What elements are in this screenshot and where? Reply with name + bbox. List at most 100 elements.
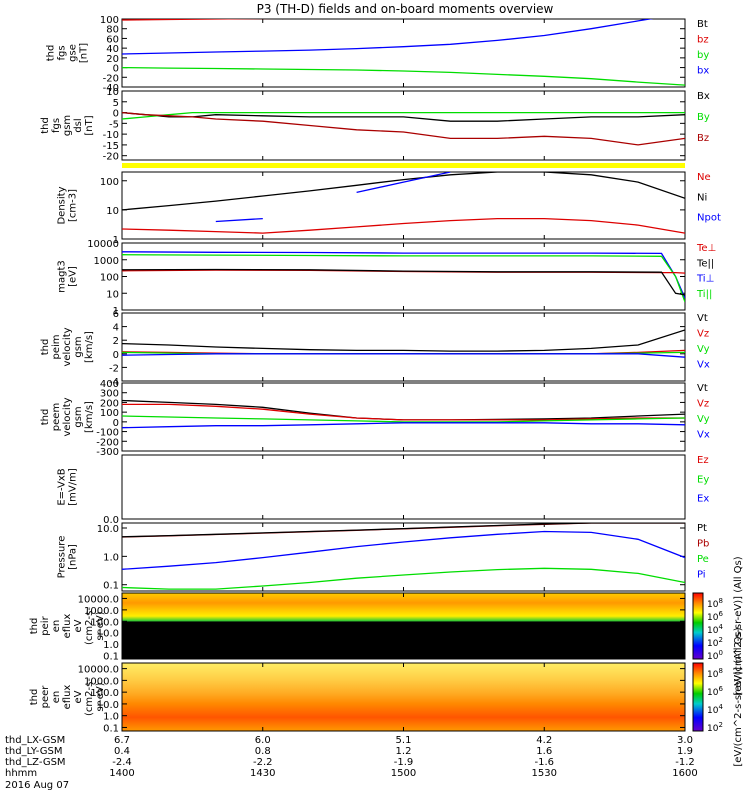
y-tick-label: 100.0 xyxy=(90,688,119,699)
y-axis-label: en xyxy=(51,691,62,704)
spectrogram-image xyxy=(122,663,685,731)
y-tick-label: 0 xyxy=(113,64,119,75)
x-tick-label: 0.8 xyxy=(255,746,271,757)
panel-peim-velocity: 6 4 2 0 -2 -4 thd peim velocity gsm [km/s] Vt Vz Vy Vx xyxy=(40,309,710,388)
legend-entry: bz xyxy=(697,35,709,46)
colorbar-tick-label: 102 xyxy=(707,721,723,734)
y-axis-label: eflux xyxy=(62,614,73,639)
x-tick-label: 1500 xyxy=(391,768,416,779)
y-axis-label: E=-VxB xyxy=(57,468,68,505)
y-axis-label: peir xyxy=(40,615,51,635)
legend-entry: Ez xyxy=(697,455,709,466)
y-tick-label: -200 xyxy=(96,437,119,448)
legend-entry: Vt xyxy=(697,383,708,394)
legend-entry: Vz xyxy=(697,399,709,410)
series-line-fgs-gsm-0 xyxy=(122,111,685,122)
legend-entry: Bx xyxy=(697,91,710,102)
y-tick-label: 0.1 xyxy=(103,723,119,734)
colorbar-tick-label: 104 xyxy=(707,703,723,716)
colorbar-tick-label: 106 xyxy=(707,610,723,623)
y-tick-label: -300 xyxy=(96,447,119,458)
legend-entry: Pt xyxy=(697,523,707,534)
x-tick-label: 1.2 xyxy=(396,746,412,757)
series-line-density-2 xyxy=(215,172,451,223)
series-line-fgs-gsm-1 xyxy=(122,111,685,120)
legend-entry: Te|| xyxy=(696,258,714,269)
legend-entry: Ne xyxy=(697,172,711,183)
colorbar xyxy=(692,662,704,732)
y-axis-label: sr-eV) xyxy=(95,682,106,711)
date-label: 2016 Aug 07 xyxy=(5,780,69,791)
y-tick-label: 10000.0 xyxy=(78,594,119,605)
series-line-peem-velocity-1 xyxy=(122,403,685,421)
legend-entry: Vy xyxy=(697,414,710,425)
y-axis-label: gse xyxy=(68,44,79,62)
y-axis-label: (cm2-s- xyxy=(84,607,95,645)
x-tick-label: 1400 xyxy=(109,768,134,779)
y-axis-label: [nT] xyxy=(79,43,90,63)
legend-entry: Ti|| xyxy=(696,289,712,300)
colorbar-tick-label: 102 xyxy=(707,636,723,649)
y-tick-label: 0.0 xyxy=(103,515,119,526)
legend-entry: By xyxy=(697,112,710,123)
y-tick-label: 10.0 xyxy=(97,629,119,640)
x-tick-label: 6.0 xyxy=(255,735,271,746)
y-tick-label: 20 xyxy=(106,54,119,65)
y-tick-label: -5 xyxy=(109,119,119,130)
y-tick-label: 10 xyxy=(106,87,119,98)
x-tick-label: 1.6 xyxy=(536,746,552,757)
series-line-peim-velocity-0 xyxy=(122,329,685,352)
y-tick-label: -100 xyxy=(96,428,119,439)
y-axis-label: thd xyxy=(46,45,57,62)
legend-entry: Vx xyxy=(697,360,710,371)
y-tick-label: 0 xyxy=(113,418,119,429)
y-tick-label: 100 xyxy=(100,273,119,284)
y-tick-label: 1.0 xyxy=(103,552,119,563)
y-tick-label: 10 xyxy=(106,206,119,217)
y-tick-label: 80 xyxy=(106,25,119,36)
x-tick-label: 1530 xyxy=(532,768,557,779)
legend-entry: by xyxy=(697,50,709,61)
y-tick-label: 6 xyxy=(113,309,119,320)
y-axis-label: [eV] xyxy=(68,266,79,287)
y-tick-label: 40 xyxy=(106,44,119,55)
y-tick-label: 400 xyxy=(100,379,119,390)
series-line-magt3-0 xyxy=(122,251,685,299)
y-axis-label: eV xyxy=(73,619,84,632)
x-row-label: thd_LZ-GSM xyxy=(5,757,66,768)
panel-frame xyxy=(121,90,686,161)
y-tick-label: 10.0 xyxy=(97,524,119,535)
y-tick-label: 300 xyxy=(100,389,119,400)
plot-title: P3 (TH-D) fields and on-board moments ov… xyxy=(257,2,554,16)
panel-peer-spectrogram: 108 106 104 102 [eV/(cm^2-s-sr-eV)] (All Qs)… xyxy=(29,627,744,766)
x-tick-label: 6.7 xyxy=(114,735,130,746)
y-axis-label: velocity xyxy=(62,327,73,366)
series-line-fgs-gse-2 xyxy=(122,66,685,86)
y-axis-label: [km/s] xyxy=(84,401,95,433)
y-tick-label: 60 xyxy=(106,34,119,45)
y-tick-label: 1.0 xyxy=(103,640,119,651)
y-axis-label: [cm-3] xyxy=(68,189,79,222)
colorbar-label: [eV/(cm^2-s-sr-eV)] (All Qs) xyxy=(733,627,744,766)
y-tick-label: -20 xyxy=(103,152,119,163)
y-tick-label: 0 xyxy=(113,350,119,361)
x-tick-label: -2.2 xyxy=(253,757,273,768)
y-tick-label: 2 xyxy=(113,336,119,347)
x-tick-label: 1430 xyxy=(250,768,275,779)
panel-frame xyxy=(121,454,686,520)
y-axis-label: peer xyxy=(40,685,51,709)
x-tick-label: -2.4 xyxy=(112,757,132,768)
legend-entry: Ey xyxy=(697,474,709,485)
series-line-peim-velocity-3 xyxy=(122,353,685,358)
colorbar-tick-label: 100 xyxy=(707,649,723,662)
series-line-pressure-1 xyxy=(122,523,685,538)
y-tick-label: -15 xyxy=(103,141,119,152)
series-line-density-1 xyxy=(122,217,685,234)
spectrogram-image xyxy=(122,593,685,659)
y-tick-label: -4 xyxy=(109,377,119,388)
y-tick-label: 0.1 xyxy=(103,652,119,663)
x-tick-label: 1.9 xyxy=(677,746,693,757)
legend-entry: Pe xyxy=(697,554,709,565)
